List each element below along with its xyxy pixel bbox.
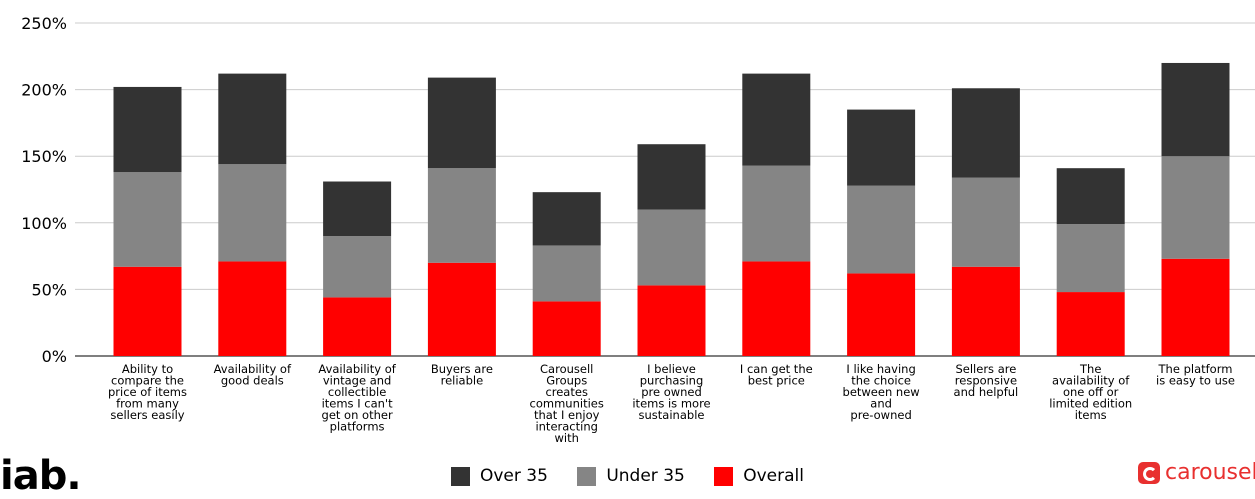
- bar-over-35-9: [1056, 168, 1125, 225]
- bars: [113, 62, 1230, 356]
- bar-over-35-1: [218, 73, 287, 165]
- bar-overall-2: [323, 297, 392, 356]
- bar-under-35-5: [637, 209, 706, 286]
- bar-over-35-8: [951, 88, 1020, 178]
- carousell-logo: carousell: [1138, 460, 1255, 485]
- bar-overall-3: [427, 262, 496, 356]
- bar-overall-10: [1161, 258, 1230, 356]
- y-tick-label: 150%: [21, 147, 67, 166]
- bar-over-35-3: [427, 77, 496, 169]
- legend: Over 35 Under 35 Overall: [0, 466, 1255, 491]
- bar-under-35-9: [1056, 224, 1125, 293]
- legend-item-overall[interactable]: Overall: [714, 466, 804, 486]
- bar-overall-0: [113, 266, 182, 356]
- bar-under-35-4: [532, 245, 601, 302]
- iab-logo: iab.: [0, 453, 82, 499]
- bar-overall-8: [951, 266, 1020, 356]
- legend-label-over-35: Over 35: [479, 466, 548, 486]
- bar-under-35-2: [323, 236, 392, 298]
- bar-over-35-7: [847, 109, 916, 186]
- legend-swatch-over-35: [450, 466, 470, 486]
- legend-label-overall: Overall: [743, 466, 804, 486]
- x-tick-label: Buyers are reliable: [431, 362, 493, 388]
- bar-over-35-4: [532, 192, 601, 246]
- bar-overall-1: [218, 261, 287, 356]
- x-tick-label: I can get the best price: [740, 362, 813, 388]
- bar-over-35-5: [637, 144, 706, 210]
- bar-over-35-10: [1161, 62, 1230, 157]
- legend-item-under-35[interactable]: Under 35: [577, 466, 685, 486]
- bar-under-35-0: [113, 172, 182, 267]
- legend-swatch-overall: [714, 466, 734, 486]
- bar-overall-5: [637, 285, 706, 356]
- carousell-logo-icon: [1138, 461, 1160, 484]
- bar-under-35-1: [218, 164, 287, 262]
- x-tick-label: The platform is easy to use: [1156, 362, 1235, 388]
- y-tick-label: 250%: [21, 14, 67, 33]
- bar-under-35-7: [847, 185, 916, 274]
- bar-over-35-2: [323, 181, 392, 237]
- y-tick-label: 50%: [31, 280, 67, 299]
- x-tick-label: I believe purchasing pre owned items is mor…: [632, 362, 710, 422]
- bar-under-35-10: [1161, 156, 1230, 259]
- y-tick-label: 0%: [42, 347, 67, 366]
- x-tick-label: Ability to compare the price of items from …: [108, 362, 187, 422]
- x-tick-label: Sellers are responsive and helpful: [954, 362, 1019, 399]
- legend-label-under-35: Under 35: [606, 466, 685, 486]
- bar-overall-9: [1056, 292, 1125, 356]
- legend-item-over-35[interactable]: Over 35: [450, 466, 548, 486]
- bar-under-35-3: [427, 168, 496, 263]
- bar-under-35-6: [742, 165, 811, 262]
- bar-over-35-0: [113, 86, 182, 173]
- x-tick-label: Carousell Groups creates communities that I …: [530, 362, 604, 445]
- x-tick-label: The availability of one off or limited edit…: [1049, 362, 1132, 422]
- bar-overall-4: [532, 301, 601, 356]
- bar-under-35-8: [951, 177, 1020, 267]
- y-axis-ticks: 0% 50% 100% 150% 200% 250%: [21, 14, 67, 366]
- x-tick-label: I like having the choice between new and pre…: [843, 362, 920, 422]
- bar-overall-7: [847, 273, 916, 356]
- y-tick-label: 200%: [21, 81, 67, 100]
- y-tick-label: 100%: [21, 214, 67, 233]
- bar-overall-6: [742, 261, 811, 356]
- bar-over-35-6: [742, 73, 811, 166]
- x-tick-label: Availability of vintage and collectible ite…: [318, 362, 396, 434]
- x-axis-labels: Ability to compare the price of items from …: [108, 362, 1235, 445]
- legend-swatch-under-35: [577, 466, 597, 486]
- x-tick-label: Availability of good deals: [214, 362, 292, 388]
- carousell-logo-text: carousell: [1165, 460, 1255, 485]
